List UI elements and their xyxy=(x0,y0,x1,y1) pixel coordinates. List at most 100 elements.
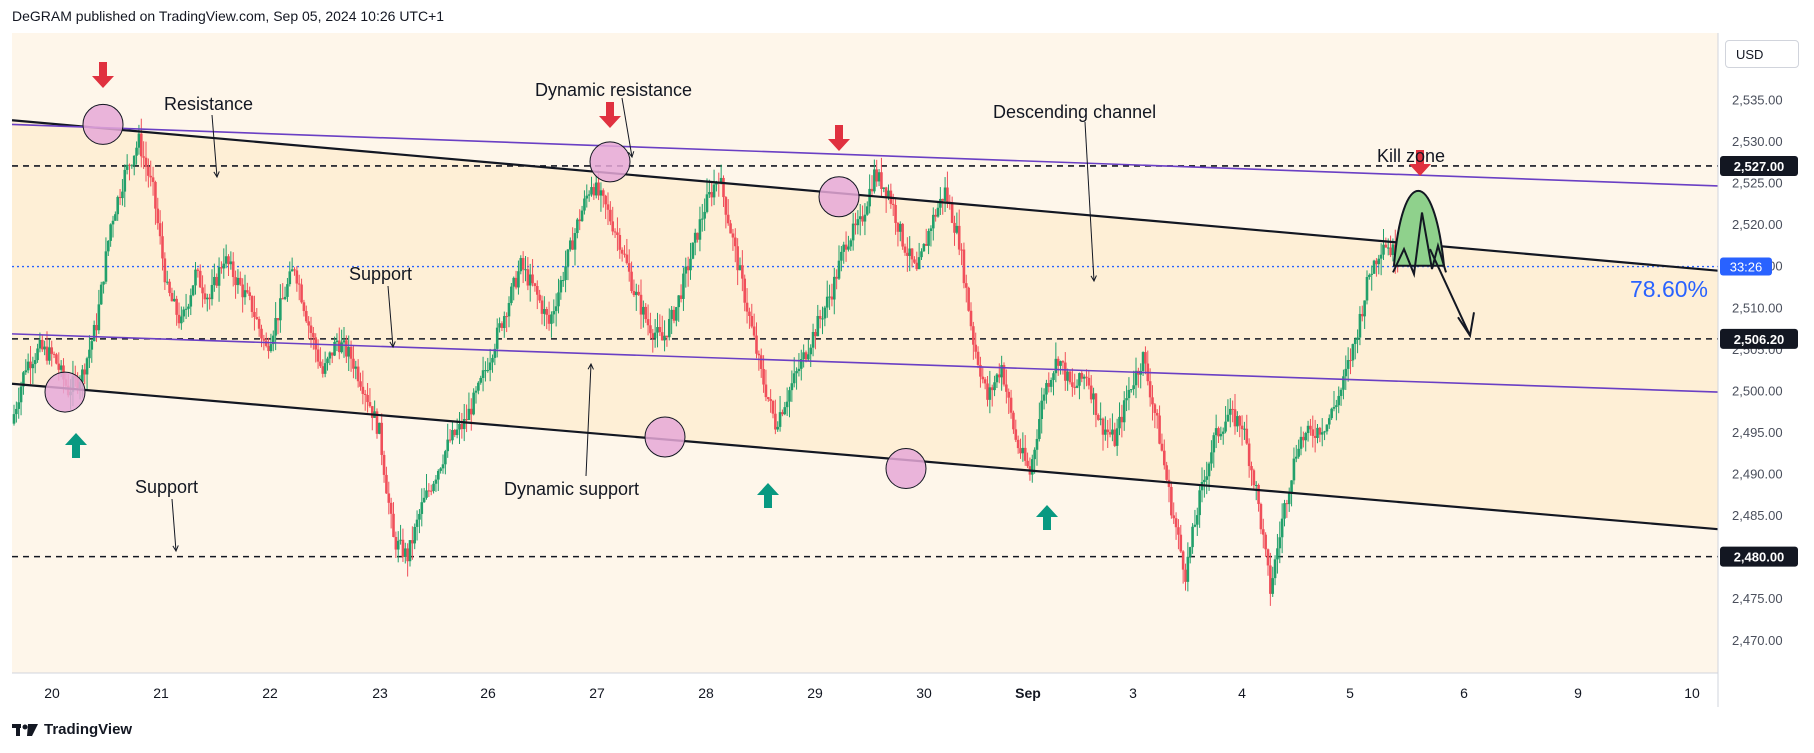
candle-body xyxy=(286,284,289,297)
candle-body xyxy=(618,235,622,250)
candle-body xyxy=(1033,449,1036,460)
candle-body xyxy=(283,296,287,300)
candle-body xyxy=(253,311,256,318)
candle-body xyxy=(679,295,683,299)
price-label: 2,506.20 xyxy=(1734,332,1785,347)
candle-body xyxy=(319,361,322,367)
candle-body xyxy=(399,539,402,541)
candle-body xyxy=(1080,373,1084,379)
candle-body xyxy=(1379,254,1383,259)
candle-body xyxy=(1141,352,1145,371)
candle-body xyxy=(781,412,784,415)
candle-body xyxy=(799,359,803,369)
candle-body xyxy=(1254,484,1258,486)
candle-body xyxy=(1162,450,1166,466)
candle-body xyxy=(755,335,758,354)
candle-body xyxy=(1045,383,1048,395)
candle-body xyxy=(750,315,754,327)
candle-body xyxy=(238,277,242,285)
candle-body xyxy=(326,358,329,364)
candle-body xyxy=(191,285,195,296)
candle-body xyxy=(924,243,928,246)
candle-body xyxy=(719,177,723,184)
candle-body xyxy=(1325,424,1329,432)
candle-body xyxy=(222,263,226,269)
dynamic-support-line xyxy=(11,333,1719,393)
dynamic-resistance-pointer xyxy=(621,97,633,158)
candle-body xyxy=(693,232,697,243)
candle-body xyxy=(359,381,362,387)
candle-body xyxy=(1078,373,1081,386)
candle-body xyxy=(1129,389,1133,391)
candle-body xyxy=(896,222,900,232)
candle-body xyxy=(613,231,617,233)
candle-body xyxy=(807,354,810,360)
candle-body xyxy=(856,219,860,226)
candle-body xyxy=(1219,433,1223,437)
candle-body xyxy=(38,339,42,349)
candle-body xyxy=(929,228,933,232)
candle-body xyxy=(790,383,794,391)
candle-body xyxy=(102,281,105,285)
candle-body xyxy=(106,240,110,252)
candle-body xyxy=(389,502,393,514)
candle-body xyxy=(451,430,454,441)
candle-body xyxy=(976,351,980,365)
arrow-down-icon xyxy=(828,125,850,151)
candle-body xyxy=(802,352,805,360)
candle-body xyxy=(411,540,414,544)
candle-body xyxy=(1382,244,1385,255)
y-tick-label: 2,485.00 xyxy=(1732,508,1783,523)
candle-body xyxy=(995,374,999,383)
candle-body xyxy=(262,338,266,341)
candle-body xyxy=(1280,518,1284,538)
candle-body xyxy=(182,309,186,317)
candle-body xyxy=(1188,547,1192,557)
candle-body xyxy=(792,373,796,384)
candle-body xyxy=(104,251,108,282)
candle-body xyxy=(972,326,975,345)
candle-body xyxy=(1066,371,1069,381)
candle-body xyxy=(1273,559,1277,579)
candle-body xyxy=(583,198,586,211)
candle-body xyxy=(1330,408,1333,419)
candle-body xyxy=(828,296,831,298)
candle-body xyxy=(26,361,30,371)
candle-body xyxy=(762,368,765,385)
currency-button[interactable]: USD xyxy=(1725,40,1799,68)
candle-body xyxy=(1207,463,1211,477)
candle-body xyxy=(830,296,834,300)
candle-body xyxy=(255,317,259,320)
candle-body xyxy=(1309,425,1312,430)
candle-body xyxy=(1292,458,1296,481)
candle-body xyxy=(1290,480,1293,493)
candle-body xyxy=(943,187,947,201)
candle-body xyxy=(29,361,32,369)
candle-body xyxy=(1186,556,1190,582)
candle-body xyxy=(788,390,791,402)
candle-body xyxy=(825,296,829,308)
candle-body xyxy=(198,270,202,288)
candle-body xyxy=(1221,431,1225,434)
candle-body xyxy=(988,387,992,400)
x-tick-label: 22 xyxy=(262,685,278,701)
candle-body xyxy=(712,184,716,198)
candle-body xyxy=(783,407,787,415)
candle-body xyxy=(276,318,280,321)
y-tick-label: 2,495.00 xyxy=(1732,425,1783,440)
candle-body xyxy=(415,519,419,527)
candle-body xyxy=(460,423,464,430)
candle-body xyxy=(733,237,737,247)
candle-body xyxy=(455,429,459,436)
candle-body xyxy=(394,536,398,550)
candle-body xyxy=(1007,391,1011,398)
candle-body xyxy=(297,283,301,285)
candle-body xyxy=(1115,428,1119,446)
candle-body xyxy=(908,248,912,256)
candle-body xyxy=(469,408,473,415)
candle-body xyxy=(1247,443,1251,467)
candle-body xyxy=(132,155,136,166)
candle-body xyxy=(109,224,112,241)
candle-body xyxy=(939,198,942,208)
